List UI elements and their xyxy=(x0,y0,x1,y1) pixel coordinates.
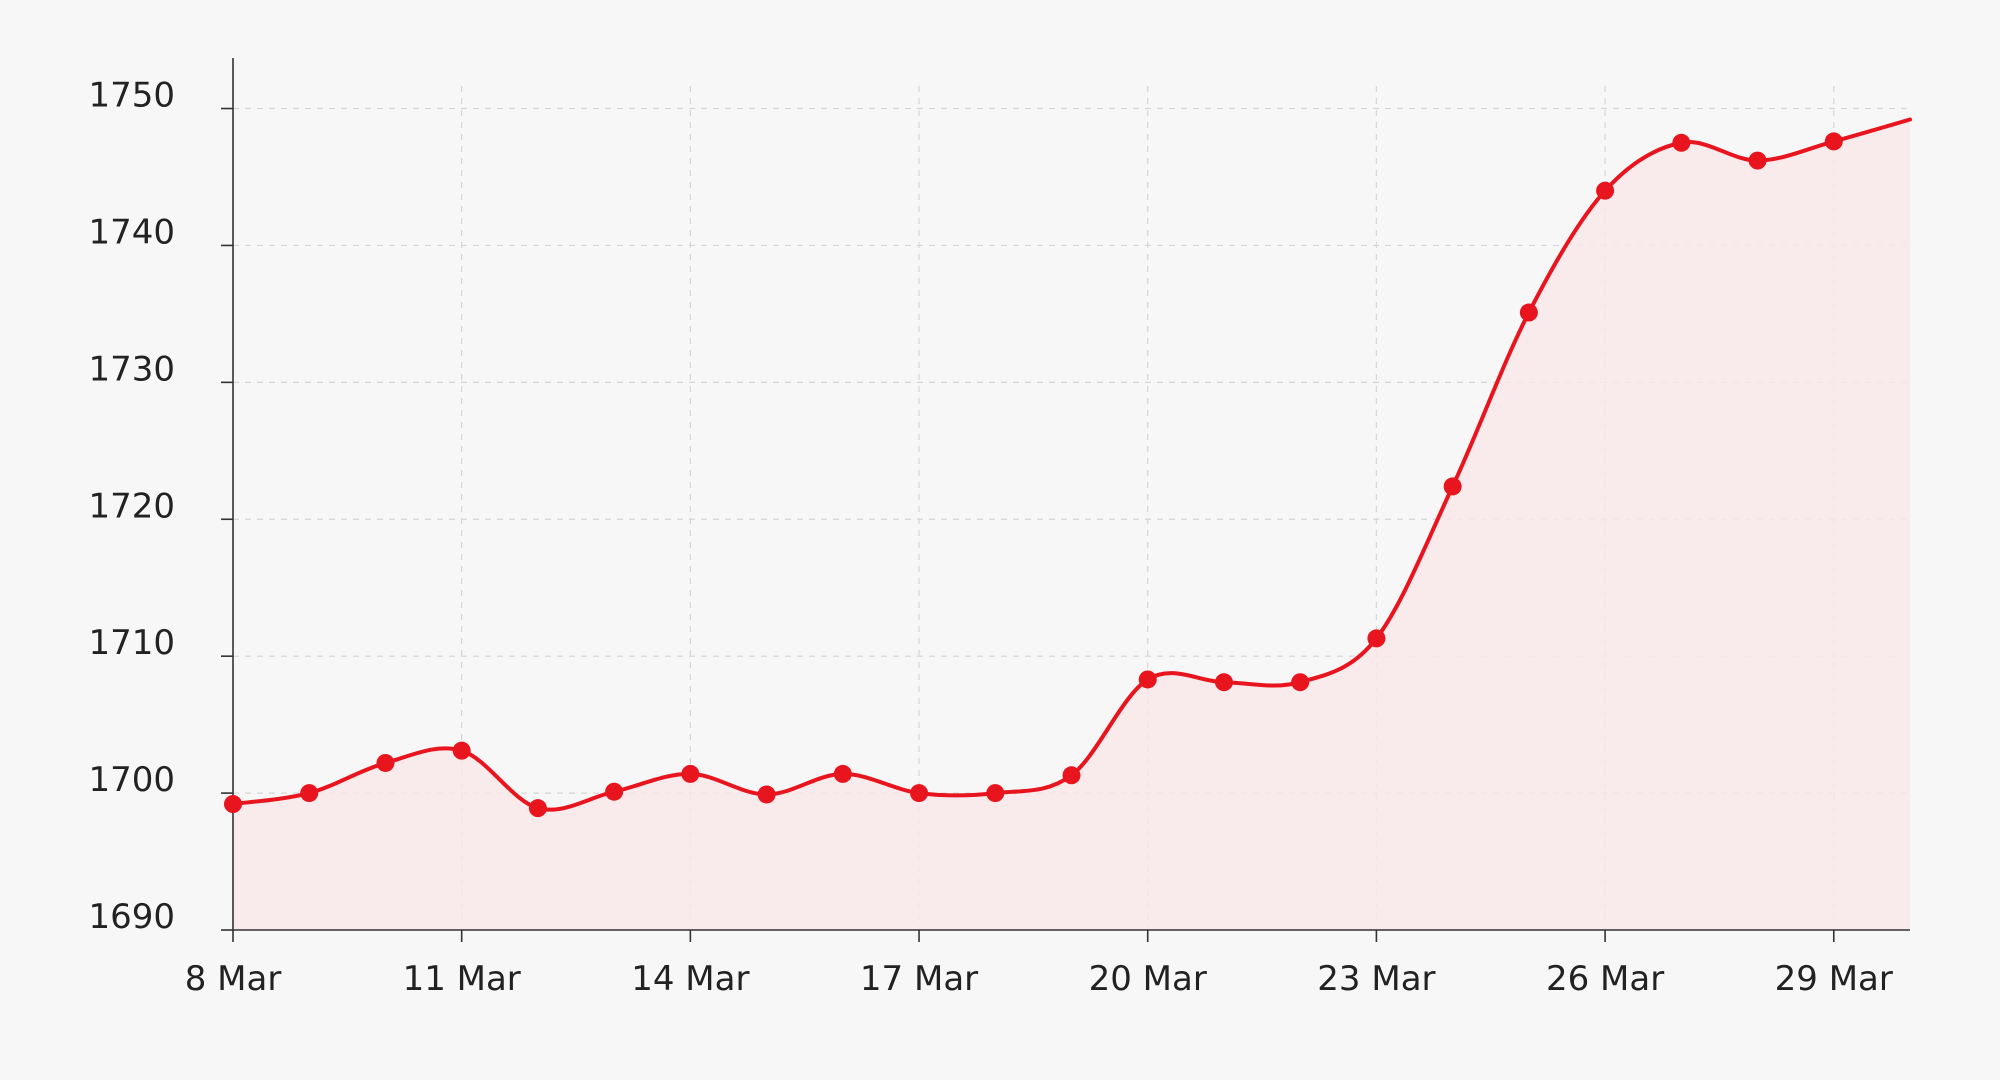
data-point xyxy=(1367,629,1386,648)
data-point xyxy=(224,795,242,814)
data-point xyxy=(986,784,1005,803)
x-tick-label: 23 Mar xyxy=(1317,959,1435,999)
data-point xyxy=(1672,133,1691,152)
area-fill xyxy=(233,119,1910,931)
data-point xyxy=(1596,181,1615,200)
x-tick-label: 8 Mar xyxy=(185,959,282,999)
data-point xyxy=(1824,132,1843,151)
data-point xyxy=(1443,477,1462,496)
y-tick-label: 1750 xyxy=(88,76,175,116)
data-point xyxy=(1138,670,1157,689)
data-point xyxy=(376,753,395,772)
points-layer xyxy=(224,132,1843,818)
data-point xyxy=(452,741,471,760)
y-tick-label: 1700 xyxy=(88,760,175,800)
data-point xyxy=(1062,766,1081,785)
data-point xyxy=(1519,303,1538,322)
y-tick-label: 1720 xyxy=(88,486,175,526)
data-point xyxy=(1291,673,1310,692)
data-point xyxy=(910,784,929,803)
x-tick-label: 29 Mar xyxy=(1775,959,1893,999)
data-point xyxy=(528,799,547,818)
x-tick-label: 20 Mar xyxy=(1089,959,1207,999)
data-point xyxy=(1748,151,1767,170)
data-point xyxy=(681,764,700,783)
x-tick-labels: 8 Mar 11 Mar 14 Mar 17 Mar 20 Mar 23 Mar 26 Ma… xyxy=(185,959,1893,999)
y-tick-label: 1710 xyxy=(88,623,175,663)
data-point xyxy=(605,782,624,801)
data-point xyxy=(757,785,776,804)
data-point xyxy=(1214,673,1233,692)
axis-layer xyxy=(221,58,1910,942)
x-tick-label: 17 Mar xyxy=(860,959,978,999)
data-point xyxy=(833,764,852,783)
y-tick-labels: 1690 1700 1710 1720 1730 1740 1750 xyxy=(88,76,175,937)
y-tick-label: 1730 xyxy=(88,349,175,389)
x-tick-label: 14 Mar xyxy=(631,959,749,999)
y-tick-label: 1740 xyxy=(88,212,175,252)
x-tick-label: 11 Mar xyxy=(403,959,521,999)
data-point xyxy=(300,784,319,803)
x-tick-label: 26 Mar xyxy=(1546,959,1664,999)
y-tick-label: 1690 xyxy=(88,897,175,937)
